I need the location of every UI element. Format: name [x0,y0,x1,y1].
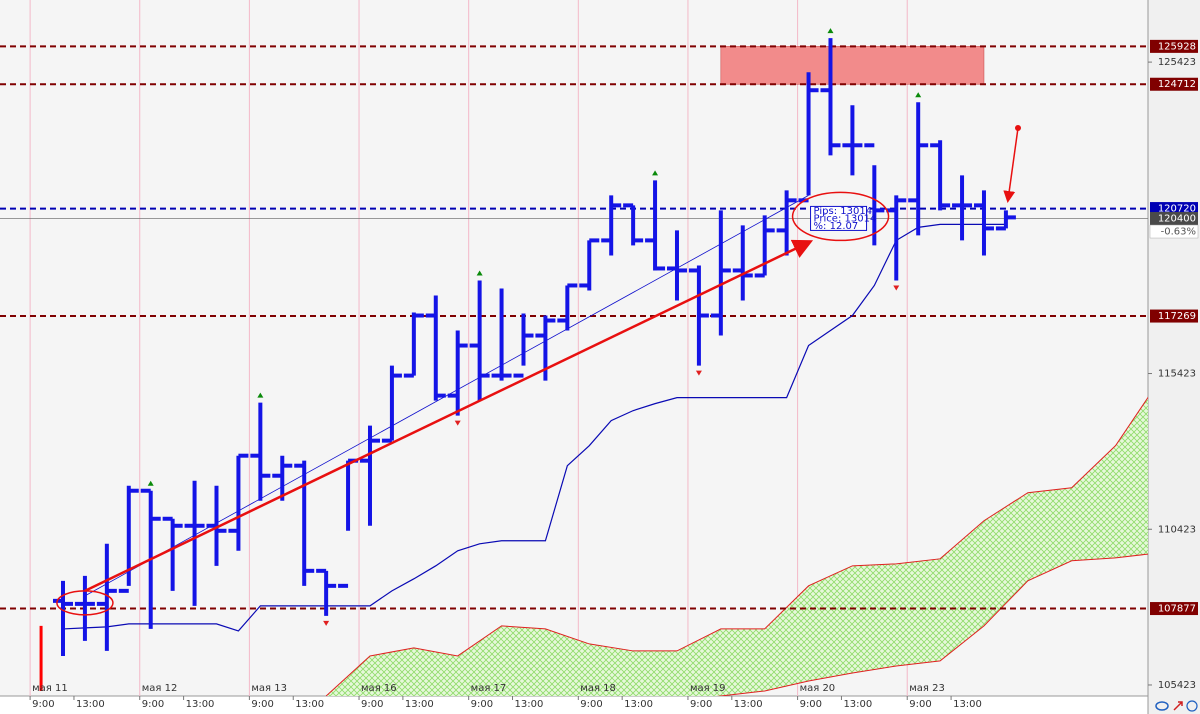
x-tick-label: 9:00 [142,699,164,710]
toolbar[interactable] [1155,700,1198,712]
pointer-arrow [1003,127,1019,203]
level-label-box [1150,309,1198,323]
x-tick-label: 9:00 [909,699,931,710]
x-tick-label: 13:00 [953,699,982,710]
x-tick-label: 9:00 [471,699,493,710]
axes: мая 11 мая 12 мая 13 мая 16 мая 17 мая 18 мая … [29,39,1199,710]
level-label-box [1150,77,1198,91]
level-label: 117269 [1158,311,1196,322]
x-tick-label: 13:00 [405,699,434,710]
change-box [1149,224,1199,239]
cloud-fill [326,397,1148,696]
y-tick-label: 105423 [1158,680,1196,691]
level-label: 124712 [1158,79,1196,90]
measure-text: Pips: 13014 [814,206,873,217]
fractal-up [147,480,154,486]
day-label: мая 13 [251,683,287,694]
level-label-box [1150,39,1198,53]
day-label: мая 17 [471,683,507,694]
x-tick-label: 13:00 [515,699,544,710]
y-tick-label: 110423 [1158,524,1196,535]
y-tick-label: 115423 [1158,369,1196,380]
jump-icon[interactable] [1173,701,1183,711]
x-tick-label: 9:00 [32,699,54,710]
x-tick-label: 13:00 [186,699,215,710]
guide-line [84,195,809,597]
level-label: 120720 [1158,204,1196,215]
day-label: мая 11 [32,683,68,694]
end-ellipse [791,191,890,242]
current-price-label: 120400 [1158,214,1196,225]
measure-text: %: 12.07 [814,221,859,232]
fractal-up [257,392,264,398]
x-tick-label: 13:00 [734,699,763,710]
x-tick-label: 13:00 [624,699,653,710]
fractal-up [476,270,483,276]
day-label: мая 18 [580,683,616,694]
x-tick-label: 9:00 [690,699,712,710]
link-icon[interactable] [1155,701,1169,711]
measure-text: Price: 13014 [814,213,877,224]
x-tick-label: 9:00 [251,699,273,710]
fractal-down [893,285,900,291]
x-tick-label: 9:00 [361,699,383,710]
plot [0,0,1148,696]
x-tick-label: 13:00 [76,699,105,710]
x-tick-label: 9:00 [580,699,602,710]
level-label-box [1150,202,1198,216]
fractal-up [652,170,659,176]
span-a-line [325,396,1148,696]
kijun-line [62,223,1006,632]
price-axis-background [1148,0,1200,714]
span-b-line [716,553,1148,696]
x-tick-label: 13:00 [843,699,872,710]
measure-box [810,205,868,231]
x-tick-label: 9:00 [800,699,822,710]
time-axis-background [0,696,1148,714]
fractal-down [323,620,330,626]
fractal-up [915,92,922,98]
day-label: мая 12 [142,683,178,694]
current-price-box [1150,212,1198,226]
trend-line [84,239,814,592]
day-label: мая 23 [909,683,945,694]
y-tick-label: 125423 [1158,57,1196,68]
day-label: мая 20 [800,683,836,694]
level-label: 107877 [1158,604,1196,615]
level-label: 125928 [1158,41,1196,52]
day-label: мая 19 [690,683,726,694]
fractal-down [695,370,702,376]
level-label-box [1150,602,1198,616]
help-icon[interactable] [1186,700,1198,712]
change-label: -0.63% [1161,227,1196,238]
day-label: мая 16 [361,683,397,694]
x-tick-label: 13:00 [295,699,324,710]
fractal-down [454,420,461,426]
start-ellipse [56,590,114,616]
fractal-up [827,28,834,34]
zone [720,46,985,85]
